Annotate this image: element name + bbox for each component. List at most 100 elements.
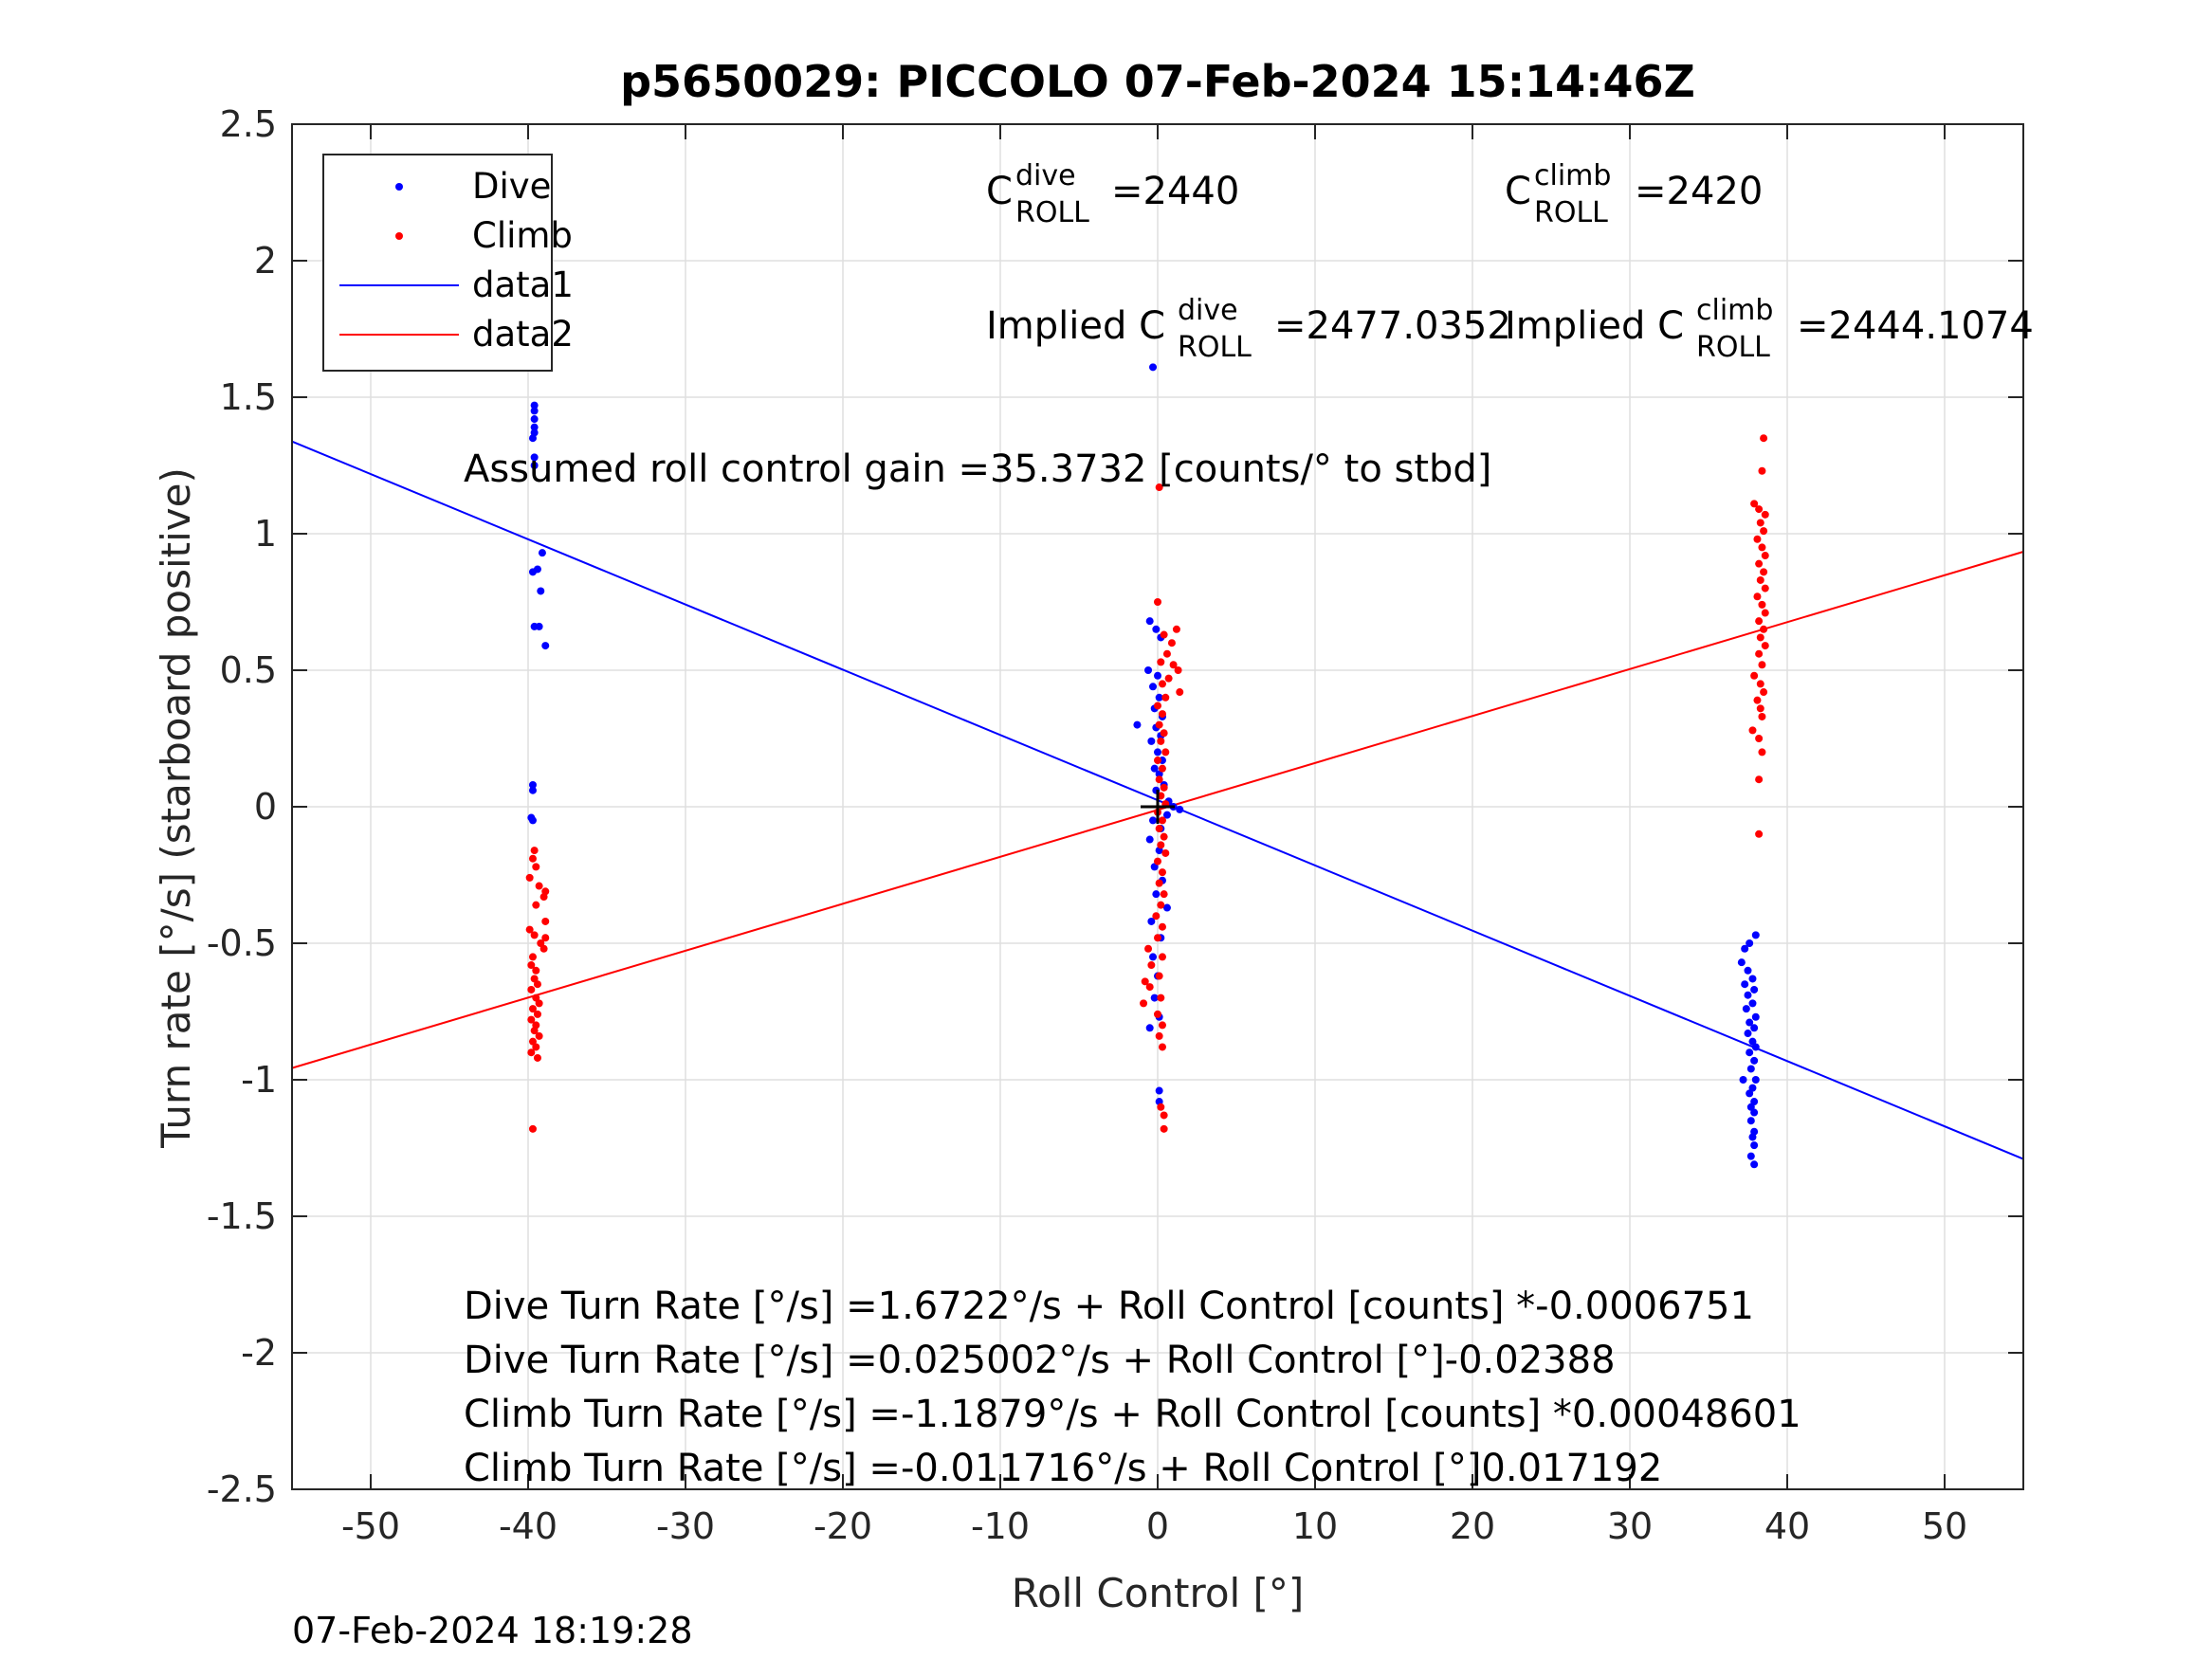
legend-label-dive: Dive [472,166,551,207]
data-point-climb [527,1015,536,1024]
data-point-climb [1160,630,1168,639]
data-point-climb [1755,505,1764,514]
data-point-climb [1140,999,1148,1008]
data-point-dive [1149,953,1158,961]
data-point-climb [1160,729,1168,738]
data-point-climb [532,1043,540,1051]
data-point-climb [528,953,537,961]
data-point-dive [1741,944,1749,953]
data-point-dive [1154,671,1161,680]
x-tick-label: -20 [814,1505,872,1547]
data-point-climb [539,893,548,902]
data-point-climb [1753,535,1762,543]
data-point-climb [1758,600,1766,609]
data-point-dive [1744,991,1752,999]
data-point-climb [541,934,550,942]
data-point-climb [1152,912,1161,921]
data-point-dive [1152,890,1161,899]
data-point-climb [525,925,534,934]
data-point-dive [541,642,550,650]
data-point-climb [1758,712,1766,720]
data-point-climb [1158,816,1166,825]
data-point-climb [1753,592,1762,601]
data-point-climb [1155,483,1163,492]
data-point-climb [1760,434,1768,443]
data-point-climb [1761,552,1769,560]
data-point-climb [1158,1043,1166,1051]
data-point-climb [1157,737,1165,745]
data-point-climb [1758,748,1766,757]
data-point-climb [1756,633,1764,642]
x-tick-label: 10 [1292,1505,1338,1547]
data-point-climb [539,944,548,953]
data-point-climb [1157,1103,1165,1111]
data-point-dive [1748,1133,1757,1141]
data-point-climb [1158,953,1166,961]
data-point-climb [1160,832,1168,841]
series-layer [291,363,2024,1169]
data-point-climb [1155,775,1163,784]
data-point-climb [1755,559,1764,568]
c-dive-value: =2440 [1111,170,1239,213]
data-point-climb [1755,735,1764,742]
data-point-climb [1155,825,1163,833]
implied-dive-base: Implied C [986,304,1165,348]
data-point-climb [1760,688,1768,697]
data-point-climb [1756,575,1764,584]
data-point-climb [1147,961,1156,970]
data-point-dive [1176,805,1184,813]
data-point-climb [533,980,541,989]
data-point-dive [538,549,546,557]
data-point-climb [1154,934,1161,942]
x-tick-label: 30 [1607,1505,1653,1547]
data-point-dive [1748,975,1757,983]
implied-c-roll-dive-annotation: Implied C dive ROLL =2477.0352 [986,294,1511,364]
data-point-climb [1761,642,1769,650]
data-point-climb [1158,922,1166,931]
data-point-dive [530,401,539,410]
data-point-climb [1155,879,1163,887]
data-point-dive [1149,363,1158,372]
equation-dive-degrees: Dive Turn Rate [°/s] =0.025002°/s + Roll… [464,1339,1616,1382]
data-point-climb [1160,1124,1168,1133]
data-point-climb [1753,696,1762,704]
x-axis-label: Roll Control [°] [1012,1570,1305,1616]
data-point-dive [1155,693,1163,702]
data-point-dive [1152,625,1161,633]
data-point-climb [527,985,536,994]
data-point-climb [1161,693,1170,702]
data-point-climb [1758,543,1766,552]
data-point-climb [1158,710,1166,719]
legend-marker-climb [395,232,403,240]
data-point-climb [1157,994,1165,1002]
data-point-dive [1746,1117,1755,1125]
data-point-dive [528,434,537,443]
data-point-dive [1737,958,1746,967]
c-climb-sub: ROLL [1534,196,1608,229]
data-point-climb [1160,1111,1168,1120]
data-point-climb [1169,661,1178,669]
data-point-climb [535,1031,543,1040]
data-point-dive [530,415,539,424]
y-tick-label: -1.5 [207,1195,277,1237]
data-point-climb [1157,841,1165,849]
y-tick-label: -2.5 [207,1468,277,1510]
data-point-dive [1741,980,1749,989]
data-point-climb [1157,901,1165,909]
data-point-climb [1760,527,1768,536]
data-point-climb [535,999,543,1008]
data-point-dive [1744,1030,1752,1038]
data-point-climb [530,931,539,939]
data-point-dive [1147,917,1156,925]
data-point-climb [1755,649,1764,658]
data-point-climb [1748,726,1757,735]
data-point-climb [1157,658,1165,666]
data-point-dive [1144,666,1153,674]
data-point-climb [533,1053,541,1062]
print-timestamp: 07-Feb-2024 18:19:28 [292,1610,693,1651]
data-point-climb [1176,688,1184,697]
data-point-climb [1761,510,1769,519]
data-point-dive [1150,764,1159,773]
data-point-climb [1155,1031,1163,1040]
data-point-climb [1155,972,1163,980]
